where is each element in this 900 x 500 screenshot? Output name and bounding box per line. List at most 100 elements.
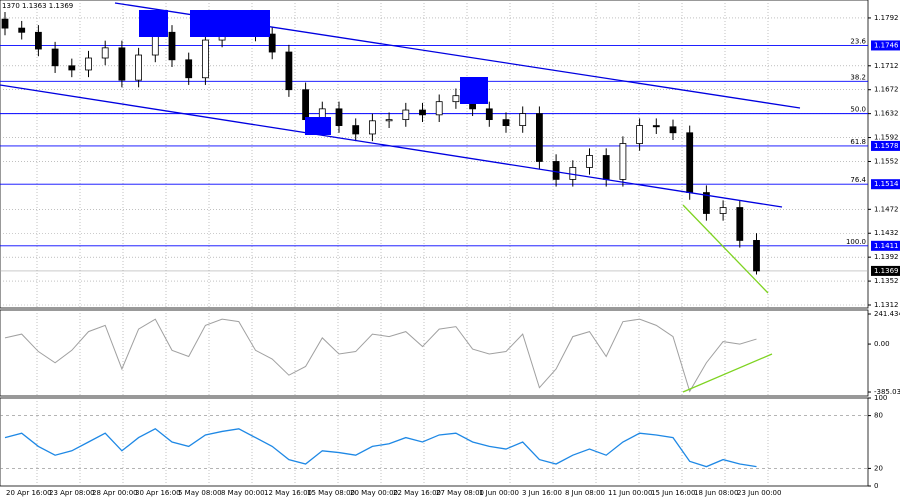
price-tag-label: 1.1411 bbox=[874, 242, 899, 250]
price-panel bbox=[0, 0, 869, 309]
marker-box bbox=[305, 117, 331, 135]
x-tick-label: 15 May 08:00 bbox=[307, 489, 355, 497]
price-tag-label: 1.1578 bbox=[874, 142, 899, 150]
candle-body bbox=[51, 48, 59, 67]
price-tag bbox=[871, 140, 900, 151]
candle-body bbox=[736, 207, 744, 241]
rsi-panel bbox=[0, 397, 869, 487]
price-tag bbox=[871, 240, 900, 251]
price-tag bbox=[871, 40, 900, 51]
x-tick-label: 15 Jun 16:00 bbox=[651, 489, 695, 497]
trend-line bbox=[682, 204, 769, 294]
candle-body bbox=[368, 120, 376, 135]
last-price-tag bbox=[871, 265, 900, 276]
candle-body bbox=[85, 57, 92, 71]
candle-body bbox=[753, 240, 760, 272]
candle-body bbox=[536, 113, 543, 162]
x-tick-label: 20 May 00:00 bbox=[350, 489, 398, 497]
y-tick-label: 100 bbox=[874, 394, 887, 402]
x-tick-label: 8 Jun 08:00 bbox=[565, 489, 605, 497]
candle-body bbox=[335, 108, 343, 126]
candle-body bbox=[602, 155, 610, 180]
y-tick-label: 1.1712 bbox=[874, 62, 899, 70]
x-tick-label: 18 Jun 08:00 bbox=[694, 489, 738, 497]
candle-body bbox=[652, 125, 660, 128]
y-tick-label: 80 bbox=[874, 412, 883, 420]
x-tick-label: 22 May 16:00 bbox=[393, 489, 441, 497]
x-tick-label: 28 Apr 00:00 bbox=[92, 489, 138, 497]
x-tick-label: 8 May 00:00 bbox=[221, 489, 265, 497]
candle-body bbox=[502, 119, 510, 126]
x-tick-label: 23 Apr 08:00 bbox=[49, 489, 95, 497]
y-tick-label: 1.1592 bbox=[874, 134, 899, 142]
candle-body bbox=[35, 31, 42, 50]
candle-body bbox=[1, 18, 9, 29]
level-label: 50.0 bbox=[850, 106, 866, 114]
level-label: 61.8 bbox=[850, 138, 866, 146]
y-tick-label: 1.1312 bbox=[874, 301, 899, 309]
candle-body bbox=[168, 31, 176, 61]
candle-body bbox=[135, 54, 143, 81]
y-tick-label: 1.1672 bbox=[874, 86, 899, 94]
marker-box bbox=[139, 10, 168, 37]
x-tick-label: 27 May 08:00 bbox=[436, 489, 484, 497]
candle-body bbox=[686, 132, 694, 193]
candle-body bbox=[552, 161, 560, 180]
candle-body bbox=[485, 108, 493, 121]
candle-body bbox=[402, 109, 410, 121]
channel-lower bbox=[0, 84, 783, 208]
candle-body bbox=[118, 47, 126, 81]
indicator-line bbox=[4, 318, 757, 393]
level-label: 76.4 bbox=[850, 176, 866, 184]
candle-body bbox=[18, 27, 26, 33]
y-tick-label: -385.039 bbox=[874, 388, 900, 396]
x-tick-label: 3 Jun 16:00 bbox=[522, 489, 562, 497]
oscillator-panel bbox=[0, 309, 869, 397]
y-tick-label: 241.4349 bbox=[874, 310, 900, 318]
candle-body bbox=[101, 47, 109, 59]
candle-body bbox=[452, 95, 460, 103]
candle-body bbox=[636, 125, 643, 144]
header: 1370 1.1363 1.1369 bbox=[2, 2, 73, 10]
candle-body bbox=[352, 125, 360, 135]
y-tick-label: 20 bbox=[874, 464, 883, 472]
candle-body bbox=[435, 101, 443, 116]
candle-body bbox=[719, 207, 727, 214]
candle-body bbox=[285, 51, 293, 91]
x-tick-label: 5 May 08:00 bbox=[178, 489, 222, 497]
candle-body bbox=[519, 113, 527, 126]
price-tag bbox=[871, 179, 900, 190]
y-tick-label: 1.1352 bbox=[874, 277, 899, 285]
y-tick-label: 1.1392 bbox=[874, 253, 899, 261]
y-tick-label: 1.1632 bbox=[874, 110, 899, 118]
y-tick-label: 1.1472 bbox=[874, 205, 899, 213]
candle-body bbox=[68, 65, 76, 71]
y-tick-label: 1.1432 bbox=[874, 229, 899, 237]
divergence-line bbox=[682, 353, 773, 393]
candle-body bbox=[586, 155, 593, 168]
price-tag-label: 1.1514 bbox=[874, 180, 899, 188]
marker-box bbox=[460, 77, 488, 104]
y-tick-label: 0.00 bbox=[874, 340, 890, 348]
level-label: 100.0 bbox=[846, 238, 866, 246]
candle-body bbox=[703, 192, 710, 214]
candle-body bbox=[201, 39, 209, 79]
marker-box bbox=[190, 10, 270, 37]
candle-body bbox=[185, 59, 193, 79]
x-tick-label: 1 Jun 00:00 bbox=[479, 489, 519, 497]
y-tick-label: 1.1552 bbox=[874, 157, 899, 165]
candle-body bbox=[669, 126, 677, 134]
price-tag-label: 1.1746 bbox=[874, 41, 899, 49]
y-tick-label: 0 bbox=[874, 482, 878, 490]
x-tick-label: 30 Apr 16:00 bbox=[135, 489, 181, 497]
level-label: 38.2 bbox=[850, 73, 866, 81]
candle-body bbox=[302, 89, 310, 121]
y-tick-label: 1.1792 bbox=[874, 14, 899, 22]
x-tick-label: 20 Apr 16:00 bbox=[6, 489, 52, 497]
x-tick-label: 23 Jun 00:00 bbox=[737, 489, 781, 497]
x-tick-label: 12 May 16:00 bbox=[264, 489, 312, 497]
x-tick-label: 11 Jun 00:00 bbox=[608, 489, 652, 497]
indicator-line bbox=[4, 428, 757, 468]
candle-body bbox=[385, 119, 393, 122]
